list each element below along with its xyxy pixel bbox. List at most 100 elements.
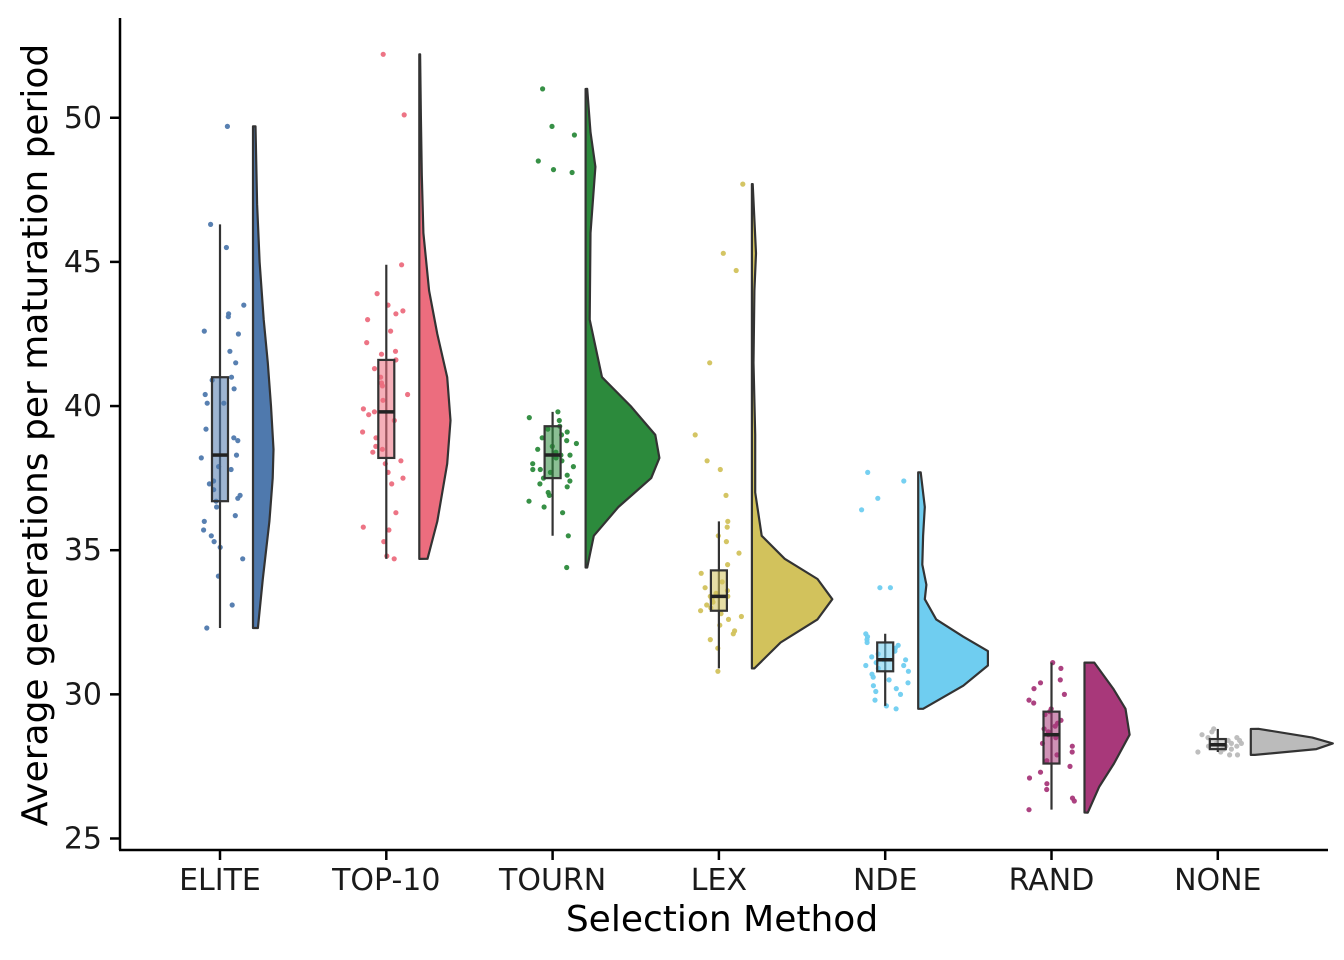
data-point xyxy=(201,328,207,334)
data-point xyxy=(526,498,532,504)
data-point xyxy=(537,466,543,473)
data-point xyxy=(386,527,392,533)
data-point xyxy=(400,475,406,481)
data-point xyxy=(733,267,739,274)
data-point xyxy=(228,466,234,473)
data-point xyxy=(371,366,378,372)
data-point xyxy=(1234,752,1241,758)
data-point xyxy=(1044,786,1050,793)
box xyxy=(709,569,729,612)
data-point xyxy=(717,466,723,473)
data-point xyxy=(865,469,871,475)
data-point xyxy=(229,602,235,608)
data-point xyxy=(1227,752,1233,758)
data-point xyxy=(1031,686,1037,692)
data-point xyxy=(530,466,536,473)
data-point xyxy=(1071,798,1077,804)
data-point xyxy=(736,550,742,556)
data-point xyxy=(232,513,238,519)
data-point xyxy=(223,244,229,251)
box xyxy=(1042,710,1061,765)
data-point xyxy=(893,686,899,692)
x-axis-title: Selection Method xyxy=(566,899,878,940)
y-tick-label: 30 xyxy=(64,677,102,712)
data-point xyxy=(565,533,571,539)
data-point xyxy=(570,464,577,470)
data-point xyxy=(1069,743,1075,749)
data-point xyxy=(201,518,207,525)
data-point xyxy=(723,492,729,498)
data-point xyxy=(1228,740,1234,747)
data-point xyxy=(1061,691,1067,698)
data-point xyxy=(206,481,212,487)
data-point xyxy=(392,348,399,354)
data-point xyxy=(1031,700,1037,706)
data-point xyxy=(240,556,246,562)
data-point xyxy=(698,608,704,614)
data-point xyxy=(560,510,566,516)
data-point xyxy=(1037,769,1044,775)
x-tick-label: LEX xyxy=(691,863,747,898)
data-point xyxy=(225,314,231,320)
data-point xyxy=(380,51,386,57)
violin-lex xyxy=(750,182,834,670)
data-point xyxy=(231,386,237,392)
data-point xyxy=(203,426,209,432)
x-tick-label: ELITE xyxy=(179,863,261,898)
data-point xyxy=(393,510,399,516)
violin-tourn xyxy=(584,87,661,569)
data-point xyxy=(707,637,713,643)
data-point xyxy=(692,432,698,438)
data-point xyxy=(405,391,411,398)
series-tourn xyxy=(526,86,661,571)
data-point xyxy=(391,556,397,562)
data-point xyxy=(1069,749,1075,755)
data-point xyxy=(233,360,239,366)
data-point xyxy=(204,625,210,631)
data-point xyxy=(370,449,376,455)
data-point xyxy=(1037,680,1044,686)
data-point xyxy=(198,455,204,461)
data-point xyxy=(886,677,892,683)
data-point xyxy=(1058,665,1064,672)
data-point xyxy=(555,409,561,415)
y-tick-label: 35 xyxy=(64,533,102,568)
data-point xyxy=(526,415,532,421)
data-point xyxy=(567,478,573,484)
box xyxy=(543,425,562,480)
x-tick-label: NONE xyxy=(1174,863,1261,898)
data-point xyxy=(567,452,573,458)
box xyxy=(377,358,396,460)
data-point xyxy=(550,167,557,173)
data-point xyxy=(537,481,543,487)
data-point xyxy=(720,250,726,256)
series-rand xyxy=(1026,660,1131,814)
data-point xyxy=(1209,729,1215,735)
data-point xyxy=(564,438,570,444)
data-point xyxy=(364,340,370,346)
data-point xyxy=(859,507,865,513)
data-point xyxy=(214,504,220,510)
data-point xyxy=(1218,749,1224,755)
data-point xyxy=(864,639,870,646)
data-point xyxy=(569,169,575,176)
violin-rand xyxy=(1083,661,1131,814)
data-point xyxy=(1067,763,1073,770)
data-point xyxy=(704,458,710,464)
x-tick-label: TOURN xyxy=(498,863,606,898)
data-point xyxy=(360,429,366,435)
data-point xyxy=(870,683,877,689)
data-point xyxy=(869,654,875,660)
data-point xyxy=(546,492,552,498)
violin-nde xyxy=(917,471,989,710)
data-point xyxy=(211,539,217,545)
data-point xyxy=(870,674,876,680)
data-point xyxy=(715,668,721,674)
data-point xyxy=(730,631,736,637)
data-point xyxy=(1044,781,1050,787)
data-point xyxy=(905,680,911,686)
data-point xyxy=(373,443,379,449)
data-point xyxy=(556,417,562,424)
data-point xyxy=(360,524,366,530)
y-tick-label: 40 xyxy=(64,389,102,424)
